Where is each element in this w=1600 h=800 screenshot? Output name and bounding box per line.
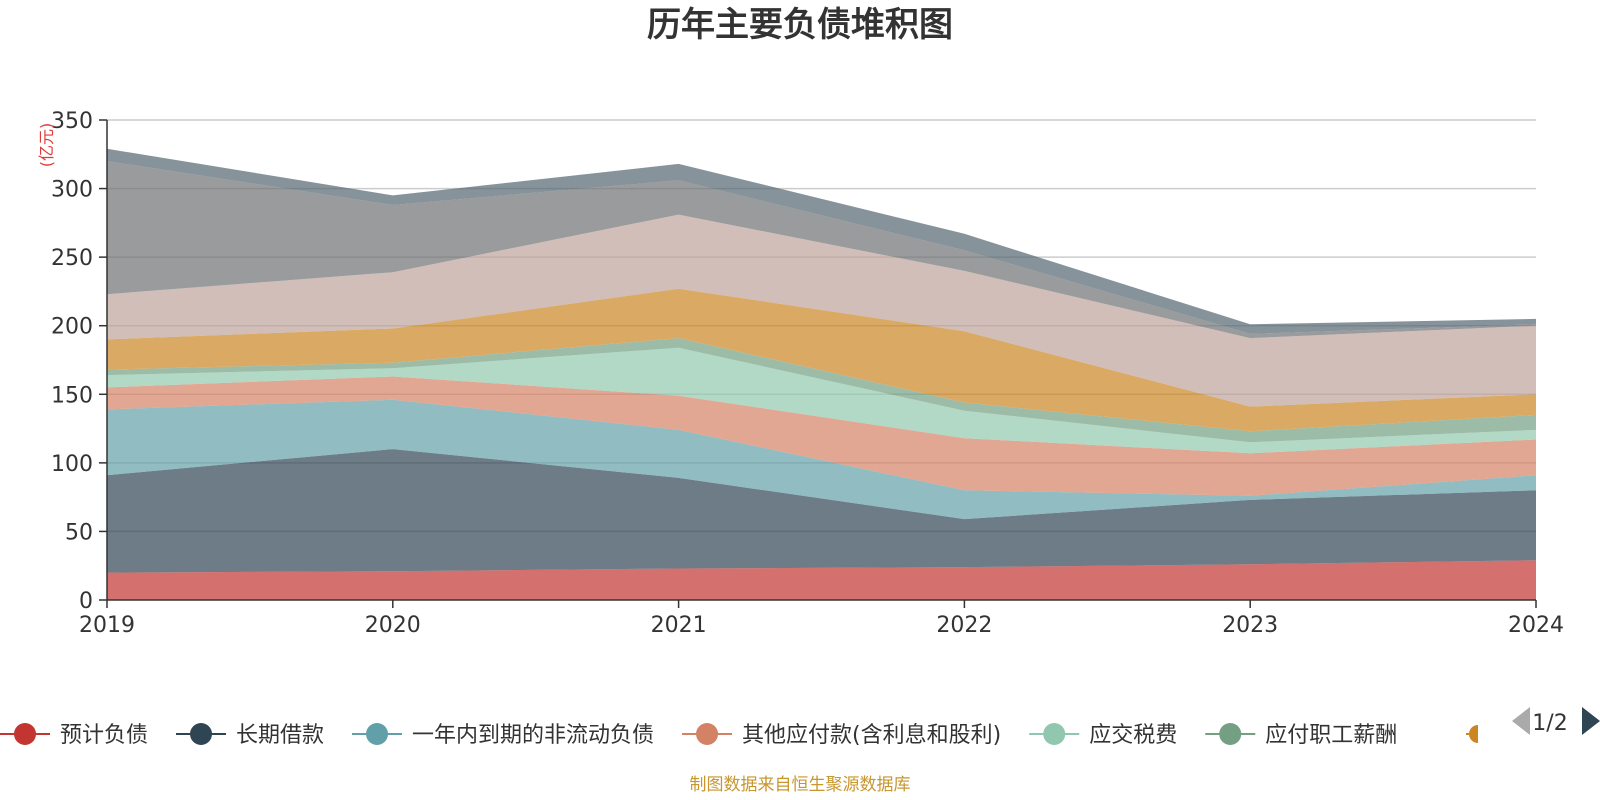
legend-label: 长期借款 bbox=[236, 723, 324, 748]
legend-label: 应交税费 bbox=[1089, 723, 1177, 748]
legend-label: 一年内到期的非流动负债 bbox=[412, 723, 654, 748]
area-series-group bbox=[107, 148, 1536, 600]
legend-item-partial bbox=[1466, 725, 1478, 743]
x-tick-label: 2021 bbox=[651, 613, 707, 638]
legend-item[interactable]: 应付职工薪酬 bbox=[1205, 723, 1397, 748]
legend-label: 其他应付款(含利息和股利) bbox=[742, 723, 1001, 748]
x-tick-label: 2024 bbox=[1508, 613, 1564, 638]
area-series bbox=[107, 288, 1536, 432]
area-series bbox=[107, 449, 1536, 573]
x-tick-label: 2022 bbox=[936, 613, 992, 638]
legend-label: 预计负债 bbox=[60, 723, 148, 748]
area-series bbox=[107, 161, 1536, 339]
y-tick-label: 150 bbox=[51, 383, 93, 408]
y-tick-label: 100 bbox=[51, 452, 93, 477]
axes: 0 50 100 150 200 250 300 350 2019 2020 2021 2022 202… bbox=[51, 109, 1564, 638]
x-tick-label: 2023 bbox=[1222, 613, 1278, 638]
area-series bbox=[107, 399, 1536, 520]
y-tick-label: 300 bbox=[51, 178, 93, 203]
legend-circle-marker bbox=[1219, 723, 1242, 745]
legend-item[interactable]: 预计负债 bbox=[0, 723, 148, 748]
legend-circle-marker bbox=[696, 723, 719, 745]
area-series bbox=[107, 560, 1536, 600]
area-series bbox=[107, 148, 1536, 334]
legend-item[interactable]: 一年内到期的非流动负债 bbox=[352, 723, 654, 748]
x-tick-label: 2020 bbox=[365, 613, 421, 638]
legend-label: 应付职工薪酬 bbox=[1265, 723, 1397, 748]
legend-circle-marker bbox=[14, 723, 36, 745]
legend-circle-marker bbox=[1043, 723, 1066, 745]
area-series bbox=[107, 376, 1536, 496]
legend-circle-marker bbox=[190, 723, 213, 745]
legend-item[interactable]: 应交税费 bbox=[1029, 723, 1177, 748]
data-source-note: 制图数据来自恒生聚源数据库 bbox=[690, 775, 911, 795]
legend-circle-marker bbox=[366, 723, 389, 745]
y-tick-label: 0 bbox=[79, 589, 93, 614]
legend-pager: 1/2 bbox=[1512, 707, 1600, 736]
x-tick-label: 2019 bbox=[79, 613, 135, 638]
y-tick-label: 350 bbox=[51, 109, 93, 134]
area-series bbox=[107, 338, 1536, 443]
y-tick-label: 200 bbox=[51, 315, 93, 340]
legend-item[interactable]: 其他应付款(含利息和股利) bbox=[682, 723, 1001, 748]
legend: 预计负债 长期借款 一年内到期的非流动负债 其他应付款(含利息和股利) 应交税费 应付职工… bbox=[0, 723, 1478, 748]
y-tick-label: 250 bbox=[51, 246, 93, 271]
y-axis-unit-label: (亿元) bbox=[37, 123, 56, 168]
y-tick-label: 50 bbox=[65, 520, 93, 545]
legend-circle-marker bbox=[1469, 725, 1478, 743]
area-series bbox=[107, 347, 1536, 454]
legend-page-indicator: 1/2 bbox=[1532, 711, 1567, 736]
legend-item[interactable]: 长期借款 bbox=[176, 723, 324, 748]
legend-prev-page-icon[interactable] bbox=[1512, 707, 1530, 735]
area-series bbox=[107, 214, 1536, 407]
legend-next-page-icon[interactable] bbox=[1582, 707, 1600, 735]
chart-title: 历年主要负债堆积图 bbox=[647, 5, 953, 45]
